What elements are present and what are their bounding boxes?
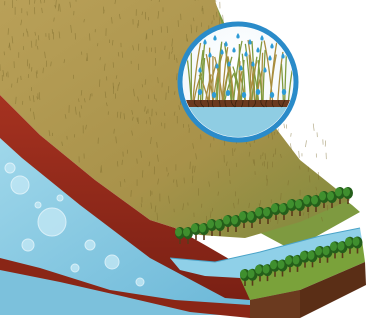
tree-icon [307, 250, 318, 268]
tree-icon [322, 245, 333, 263]
tree-icon [337, 241, 348, 259]
rain-drop-icon [197, 33, 287, 98]
tree-icon [335, 187, 345, 204]
tree-icon [239, 211, 249, 228]
tree-icon [343, 187, 353, 204]
tree-icon [223, 215, 233, 232]
bubble [10, 175, 30, 195]
tree-icon [319, 191, 329, 208]
soil-layer [0, 95, 250, 300]
grass-texture [0, 0, 328, 224]
bubble [34, 201, 42, 209]
tree-icon [277, 259, 288, 277]
tree-icon [330, 241, 340, 259]
tree-icon [199, 223, 209, 240]
riparian-forest-lower [240, 236, 363, 286]
inset-grass [185, 39, 293, 101]
tree-icon [285, 255, 295, 273]
tree-icon [303, 195, 313, 212]
tree-icon [315, 246, 325, 263]
bubble [37, 207, 67, 237]
tree-icon [352, 236, 363, 254]
groundwater-body [0, 138, 250, 305]
tree-icon [287, 199, 297, 216]
soil-base [0, 258, 250, 318]
bubble [70, 263, 80, 273]
tree-icon [327, 191, 337, 208]
tree-icon [215, 219, 225, 236]
bubble [4, 162, 16, 174]
tree-icon [311, 195, 321, 212]
river-channel [170, 228, 362, 278]
tree-icon [292, 254, 303, 272]
tree-icon [240, 269, 250, 286]
tree-icon [263, 207, 273, 224]
tree-icon [255, 264, 265, 282]
tree-icon [247, 211, 257, 228]
ground-block-top [240, 240, 365, 300]
tree-icon [175, 227, 185, 244]
bubble [135, 277, 145, 287]
tree-icon [207, 219, 217, 236]
bubble [84, 239, 96, 251]
tree-icon [231, 215, 241, 232]
tree-icon [295, 199, 305, 216]
tree-icon [247, 268, 258, 286]
tree-icon [300, 250, 310, 268]
bubble [21, 238, 35, 252]
tree-icon [345, 236, 355, 254]
tree-icon [279, 203, 289, 220]
groundwater-lower [0, 258, 250, 315]
riparian-forest-upper [175, 187, 353, 244]
water-bubbles [4, 162, 145, 287]
inset-soil [183, 100, 293, 107]
river-bank [169, 227, 361, 263]
tree-icon [270, 259, 280, 277]
tree-icon [191, 223, 201, 240]
tree-icon [262, 264, 273, 282]
tree-icon [183, 227, 193, 244]
bubble [56, 194, 64, 202]
tree-icon [271, 203, 281, 220]
ground-block-side [250, 290, 300, 318]
bubble [104, 254, 120, 270]
tree-icon [255, 207, 265, 224]
inset-roots [193, 99, 286, 108]
